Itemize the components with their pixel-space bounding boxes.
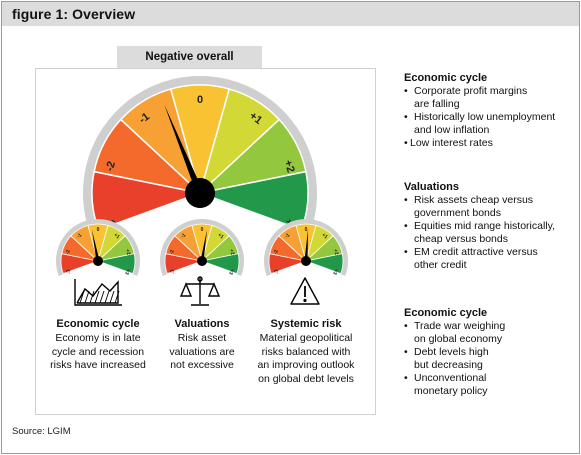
sub-gauge-line: not excessive: [170, 359, 234, 371]
gauge-rim: [160, 219, 244, 277]
gauge-rim: [264, 219, 348, 277]
sub-gauge-line: Economy is in late: [55, 332, 141, 344]
gauge-rim: [83, 76, 317, 235]
sub-gauge-text: Economic cycle Economy is in late cycle an…: [28, 317, 168, 373]
gauge-needle: [164, 104, 204, 195]
right-bullet-line: Historically low unemployment: [414, 111, 556, 123]
right-bullet-line: Trade war weighing: [414, 320, 506, 332]
gauge-tick-label: +1: [216, 232, 224, 240]
sub-gauge-line: an improving outlook: [257, 359, 355, 371]
gauge-2: -3 -2 -1 0 +1 +2 +3: [160, 219, 244, 277]
gauge-1: -3 -2 -1 0 +1 +2 +3: [56, 219, 140, 277]
right-section-title: Valuations: [404, 181, 460, 193]
gauge-tick-label: -1: [76, 232, 83, 240]
right-bullet-line: Equities mid range historically,: [414, 220, 556, 232]
right-bullet-line: Unconventional: [414, 372, 487, 384]
area-chart-icon: [74, 279, 122, 306]
gauge-tick-label: +2: [124, 249, 131, 256]
sub-gauge-line: cycle and recession: [51, 345, 145, 358]
gauge-tick-label: -3: [65, 268, 72, 274]
right-bullet-line: Low interest rates: [410, 137, 493, 149]
sub-gauge-line: on global debt levels: [258, 372, 354, 385]
gauge-needle: [91, 229, 100, 262]
sub-gauge-line: Risk asset: [177, 332, 227, 344]
gauge-tick-label: -1: [180, 232, 187, 240]
gauge-tick-label: 0: [97, 227, 100, 233]
right-section-title: Economic cycle: [404, 307, 488, 319]
right-bullet-line: Debt levels high: [414, 346, 489, 358]
sub-gauge-line: risks balanced with: [261, 345, 351, 358]
sub-gauge-line: valuations are: [169, 345, 235, 358]
gauge-tick-label: 0: [305, 227, 308, 233]
gauge-tick-label: +1: [320, 232, 328, 240]
gauge-tick-label: -3: [169, 268, 176, 274]
gauge-tick-label: +2: [332, 249, 339, 256]
sub-gauge-title: Economic cycle: [56, 318, 140, 330]
source-note: Source: LGIM: [12, 426, 71, 437]
right-bullet: Equities mid range historically,cheap ve…: [404, 220, 555, 246]
gauge-hub: [185, 178, 215, 208]
gauge-hub: [301, 256, 311, 266]
gauge-hub: [197, 256, 207, 266]
right-bullet-line: cheap versus bonds: [414, 233, 508, 245]
sub-gauge-title: Valuations: [174, 318, 230, 330]
gauge-tick-label: +2: [228, 249, 235, 256]
right-bullet-line: other credit: [414, 259, 467, 271]
gauge-segment: [304, 253, 344, 275]
figure-title: figure 1: Overview: [12, 6, 136, 22]
gauge-hub: [93, 256, 103, 266]
figure-header: figure 1: Overview: [2, 2, 579, 26]
gauge-tick-label: +3: [123, 268, 131, 276]
gauge-tick-label: 0: [197, 94, 203, 106]
gauge-tick-label: -2: [104, 160, 118, 173]
right-section-title: Economic cycle: [404, 72, 488, 84]
sub-gauge-title: Systemic risk: [270, 318, 342, 330]
gauge-tick-label: +1: [112, 232, 120, 240]
sub-gauge-line: risks have increased: [50, 359, 146, 371]
right-bullet-line: and low inflation: [414, 124, 490, 136]
gauge-rim: [56, 219, 140, 277]
gauge-tick-label: 0: [201, 227, 204, 233]
gauge-tick-label: -2: [65, 249, 72, 255]
gauge-tick-label: +3: [331, 268, 339, 276]
scales-icon: [179, 276, 221, 306]
gauge-tick-label: -2: [273, 249, 280, 255]
right-bullet-line: government bonds: [414, 207, 501, 219]
right-bullet-line: monetary policy: [414, 385, 488, 397]
right-bullet-line: are falling: [414, 98, 460, 110]
right-bullet-line: Corporate profit margins: [414, 85, 528, 97]
gauge-segment: [96, 253, 136, 275]
gauge-needle: [200, 229, 208, 262]
right-bullet: Low interest rates: [404, 137, 555, 150]
gauge-tick-label: -1: [284, 232, 291, 240]
gauge-overall: -3-2-10+1+2+3: [83, 76, 317, 235]
gauge-needle: [304, 229, 309, 262]
gauge-tick-label: +3: [227, 268, 235, 276]
warning-triangle-icon: [290, 277, 320, 305]
gauge-segment: [200, 253, 240, 275]
right-bullet-line: on global economy: [414, 333, 503, 345]
gauge-3: -3 -2 -1 0 +1 +2 +3: [264, 219, 348, 277]
sub-gauge-text: Systemic risk Material geopolitical risks …: [236, 317, 376, 386]
right-section: Economic cycleCorporate profit marginsar…: [404, 71, 555, 150]
gauge-tick-label: -3: [273, 268, 280, 274]
right-bullet-line: EM credit attractive versus: [414, 246, 538, 258]
gauge-tick-label: -2: [169, 249, 176, 255]
gauge-tick-label: +2: [282, 159, 297, 174]
right-bullet-line: Risk assets cheap versus: [414, 194, 534, 206]
right-bullet-line: but decreasing: [414, 359, 483, 371]
sub-gauge-text: Valuations Risk asset valuations are not ex…: [132, 317, 272, 373]
sub-gauge-line: Material geopolitical: [259, 332, 353, 344]
overall-label: Negative overall: [117, 46, 262, 68]
